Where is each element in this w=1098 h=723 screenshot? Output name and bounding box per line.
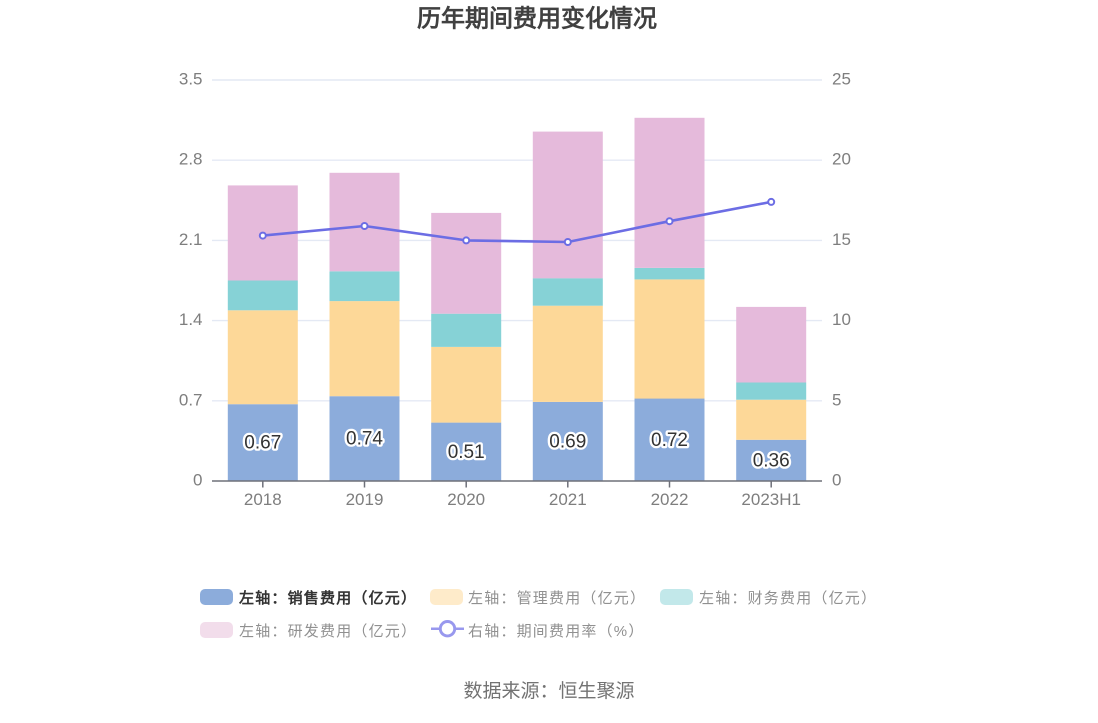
svg-text:0: 0	[193, 471, 202, 490]
svg-text:25: 25	[832, 70, 851, 89]
svg-text:2018: 2018	[244, 490, 282, 509]
svg-text:1.4: 1.4	[179, 310, 203, 329]
svg-text:左轴：财务费用（亿元）: 左轴：财务费用（亿元）	[699, 590, 877, 607]
svg-text:2023H1: 2023H1	[741, 490, 801, 509]
svg-text:0.67: 0.67	[244, 433, 281, 454]
svg-text:0.7: 0.7	[179, 390, 203, 409]
svg-text:0.36: 0.36	[753, 450, 790, 471]
svg-text:左轴：研发费用（亿元）: 左轴：研发费用（亿元）	[239, 623, 417, 640]
svg-text:0.74: 0.74	[346, 429, 383, 450]
svg-text:左轴：管理费用（亿元）: 左轴：管理费用（亿元）	[468, 590, 646, 607]
svg-text:数据来源：恒生聚源: 数据来源：恒生聚源	[463, 680, 634, 702]
svg-text:2021: 2021	[549, 490, 587, 509]
svg-text:右轴：期间费用率（%）: 右轴：期间费用率（%）	[468, 623, 645, 640]
svg-text:10: 10	[832, 310, 851, 329]
svg-text:15: 15	[832, 230, 851, 249]
svg-text:0: 0	[832, 471, 841, 490]
svg-text:历年期间费用变化情况: 历年期间费用变化情况	[417, 5, 657, 33]
svg-text:2022: 2022	[651, 490, 689, 509]
svg-text:左轴：销售费用（亿元）: 左轴：销售费用（亿元）	[238, 589, 417, 607]
svg-text:0.69: 0.69	[549, 432, 586, 453]
svg-text:2.8: 2.8	[179, 150, 203, 169]
svg-text:5: 5	[832, 390, 841, 409]
svg-text:2.1: 2.1	[179, 230, 203, 249]
svg-text:3.5: 3.5	[179, 70, 203, 89]
svg-text:2020: 2020	[447, 490, 485, 509]
svg-text:2019: 2019	[346, 490, 384, 509]
svg-text:20: 20	[832, 150, 851, 169]
svg-text:0.72: 0.72	[651, 430, 688, 451]
svg-text:0.51: 0.51	[448, 442, 485, 463]
